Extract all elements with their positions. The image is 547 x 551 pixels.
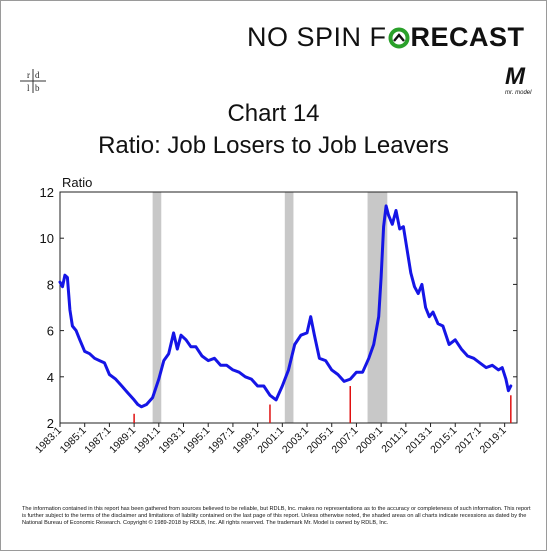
x-tick-label: 2003:1: [280, 425, 311, 456]
svg-text:r: r: [27, 70, 30, 80]
x-tick-label: 1997:1: [206, 425, 237, 456]
recession-band: [284, 192, 294, 423]
x-tick-label: 2005:1: [305, 425, 336, 456]
brand-text-part1: NO SPIN F: [247, 22, 387, 52]
x-tick-label: 2007:1: [329, 425, 360, 456]
svg-text:b: b: [35, 83, 40, 93]
svg-text:d: d: [35, 70, 40, 80]
y-tick-label: 4: [47, 370, 54, 385]
x-tick-label: 1993:1: [156, 425, 187, 456]
x-tick-label: 2009:1: [354, 425, 385, 456]
x-tick-label: 1985:1: [58, 425, 89, 456]
y-tick-label: 6: [47, 324, 54, 339]
x-tick-label: 2019:1: [478, 425, 509, 456]
brand-text-part2: RECAST: [410, 22, 525, 52]
x-tick-label: 1987:1: [82, 425, 113, 456]
x-tick-label: 2017:1: [453, 425, 484, 456]
chart-subtitle: Ratio: Job Losers to Job Leavers: [98, 132, 449, 159]
x-tick-label: 2013:1: [403, 425, 434, 456]
x-tick-label: 1995:1: [181, 425, 212, 456]
rdlb-logo-icon: r d l b: [20, 69, 46, 93]
recession-band: [152, 192, 162, 423]
x-tick-label: 2015:1: [428, 425, 459, 456]
y-tick-label: 8: [47, 277, 54, 292]
y-tick-label: 10: [40, 231, 54, 246]
brand-logo: NO SPIN F RECAST: [247, 22, 525, 53]
svg-text:M: M: [505, 63, 526, 90]
forecast-o-icon: [388, 27, 410, 49]
x-tick-label: 1989:1: [107, 425, 138, 456]
svg-text:mr. model: mr. model: [505, 90, 532, 96]
chart-title: Chart 14: [227, 100, 320, 127]
x-tick-label: 1991:1: [132, 425, 163, 456]
x-tick-label: 1999:1: [231, 425, 262, 456]
disclaimer-footer: The information contained in this report…: [22, 506, 531, 526]
plot-area: [59, 191, 518, 424]
mr-model-logo-icon: M mr. model: [505, 63, 532, 96]
x-tick-label: 2001:1: [255, 425, 286, 456]
y-tick-label: 2: [47, 416, 54, 431]
y-tick-label: 12: [40, 185, 54, 200]
series-line: [58, 204, 513, 409]
svg-text:l: l: [27, 83, 30, 93]
y-axis-label: Ratio: [62, 175, 93, 190]
line-chart: 246810121983:11985:11987:11989:11991:119…: [33, 185, 518, 456]
